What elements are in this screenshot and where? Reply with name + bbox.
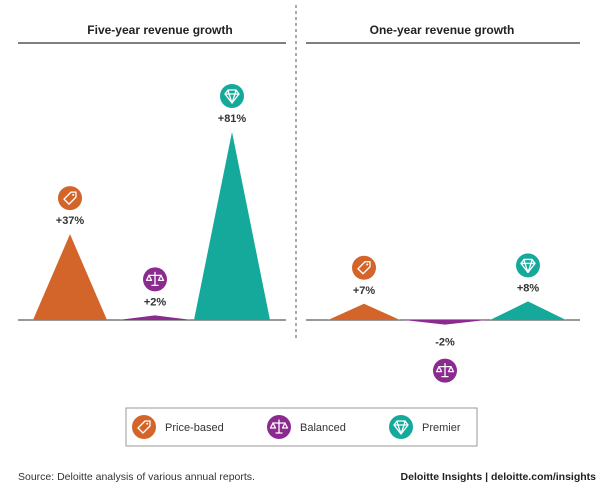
peak-balanced: +2% (118, 267, 192, 320)
peaks-one-year: +7% -2% +8% (328, 253, 566, 383)
brand-credit: Deloitte Insights | deloitte.com/insight… (401, 471, 597, 483)
value-label-price-based: +7% (353, 285, 376, 297)
diamond-icon (220, 84, 244, 108)
value-label-price-based: +37% (56, 215, 85, 227)
value-label-premier: +81% (218, 113, 247, 125)
value-label-premier: +8% (517, 282, 540, 294)
legend-label-balanced: Balanced (300, 422, 346, 434)
peak-premier: +8% (490, 253, 566, 320)
peaks-five-year: +37% +2% +81% (33, 84, 270, 320)
price-tag-icon (58, 186, 82, 211)
peak-shape-premier (490, 301, 566, 320)
legend: Price-based Balanced Premier (125, 407, 478, 447)
peak-price-based: +7% (328, 255, 400, 320)
price-tag-icon (352, 255, 376, 280)
peak-premier: +81% (194, 84, 270, 320)
legend-box (125, 407, 478, 447)
peak-shape-price-based (33, 234, 107, 320)
scales-icon (267, 415, 291, 439)
peak-shape-balanced (118, 315, 192, 320)
panel-one-year: One-year revenue growth +7% -2% +8% (306, 23, 580, 383)
scales-icon (433, 358, 457, 383)
legend-items: Price-based Balanced Premier (132, 415, 461, 439)
legend-label-price-based: Price-based (165, 422, 224, 434)
source-note: Source: Deloitte analysis of various ann… (18, 471, 255, 483)
legend-item-price-based: Price-based (132, 415, 224, 439)
peak-balanced: -2% (404, 320, 486, 383)
price-tag-icon (132, 415, 156, 439)
scales-icon (143, 267, 167, 292)
legend-item-premier: Premier (389, 415, 461, 439)
value-label-balanced: +2% (144, 296, 167, 308)
legend-item-balanced: Balanced (267, 415, 346, 439)
peak-shape-price-based (328, 303, 400, 320)
peak-price-based: +37% (33, 186, 107, 320)
panel-five-year: Five-year revenue growth +37% +2% +81% (18, 23, 286, 321)
diamond-icon (389, 415, 413, 439)
peak-shape-premier (194, 132, 270, 320)
panel-title-five-year: Five-year revenue growth (87, 23, 232, 37)
diamond-icon (516, 253, 540, 278)
legend-label-premier: Premier (422, 422, 461, 434)
peak-shape-balanced (404, 320, 486, 325)
value-label-balanced: -2% (435, 337, 455, 349)
panel-title-one-year: One-year revenue growth (370, 23, 515, 37)
